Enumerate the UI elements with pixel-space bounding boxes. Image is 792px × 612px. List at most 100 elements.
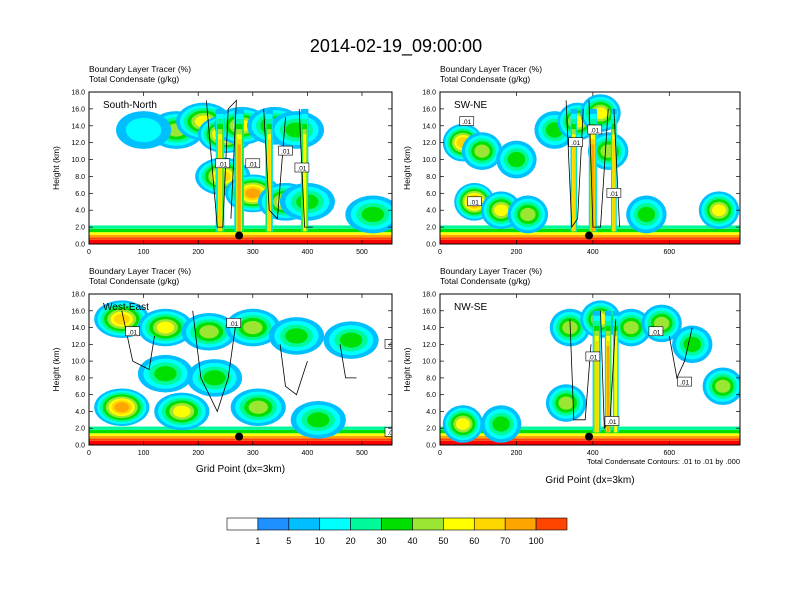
x-tick-label: 300: [247, 450, 259, 457]
y-tick-label: 18.0: [71, 292, 85, 299]
y-tick-label: 8.0: [426, 375, 436, 382]
condensate-contour: [613, 108, 620, 228]
x-tick-label: 400: [302, 249, 314, 256]
y-tick-label: 4.0: [426, 208, 436, 215]
x-tick-label: 300: [247, 249, 259, 256]
colorbar-label: 1: [255, 536, 260, 546]
y-tick-label: 2.0: [75, 225, 85, 232]
convective-column: [572, 139, 576, 232]
tracer-blob: [173, 405, 191, 418]
y-tick-label: 14.0: [422, 325, 436, 332]
x-axis-label: Grid Point (dx=3km): [196, 464, 285, 475]
y-tick-label: 12.0: [422, 140, 436, 147]
tracer-blob: [113, 313, 130, 325]
panels-group: Boundary Layer Tracer (%)Total Condensat…: [51, 64, 741, 486]
boundary-layer-band: [89, 440, 392, 445]
colorbar-label: 5: [286, 536, 291, 546]
y-tick-label: 16.0: [71, 106, 85, 113]
y-tick-label: 12.0: [71, 342, 85, 349]
y-tick-label: 10.0: [71, 359, 85, 366]
x-tick-label: 0: [87, 249, 91, 256]
convective-column: [303, 134, 307, 232]
contour-label: .01: [218, 161, 227, 168]
y-tick-label: 8.0: [75, 174, 85, 181]
contour-label-box: [585, 351, 601, 362]
boundary-layer-band: [440, 440, 740, 445]
x-tick-label: 200: [192, 249, 204, 256]
x-tick-label: 500: [356, 450, 368, 457]
contour-label: .01: [229, 321, 238, 328]
y-tick-label: 6.0: [75, 191, 85, 198]
colorbar: 1 5 10 20 30 40 50 60 70 100: [226, 517, 568, 546]
x-tick-label: 100: [138, 450, 150, 457]
convective-column: [614, 335, 618, 433]
location-marker: [235, 432, 244, 441]
y-tick-label: 0.0: [75, 242, 85, 249]
x-tick-label: 200: [511, 450, 523, 457]
contour-label: .01: [609, 191, 618, 198]
panel-subtitle-condensate: Total Condensate (g/kg): [440, 276, 530, 286]
tracer-blob: [474, 144, 490, 158]
x-tick-label: 400: [587, 450, 599, 457]
boundary-layer-band: [89, 426, 392, 430]
plot-frame: [88, 91, 393, 245]
tracer-blob: [623, 320, 639, 335]
y-tick-label: 14.0: [71, 325, 85, 332]
tracer-blob: [114, 402, 130, 413]
colorbar-swatch: [319, 517, 351, 531]
contour-label-box: [125, 326, 140, 337]
x-tick-label: 400: [302, 450, 314, 457]
figure-title: 2014-02-19_09:00:00: [310, 36, 482, 57]
y-axis-label: Height (km): [51, 146, 61, 190]
plot-area: .01 .01 .01 .01 .01: [440, 92, 740, 244]
condensate-contour: [569, 319, 592, 421]
convective-column: [612, 139, 616, 232]
panel-3: Boundary Layer Tracer (%)Total Condensat…: [402, 266, 741, 486]
tracer-blob: [637, 206, 656, 223]
y-tick-label: 4.0: [75, 208, 85, 215]
panel-label: SW-NE: [454, 100, 487, 111]
x-tick-label: 600: [663, 450, 675, 457]
boundary-layer-band: [89, 239, 392, 244]
tracer-blob: [245, 188, 261, 199]
tracer-blob: [683, 336, 701, 352]
contour-label-box: [677, 376, 692, 387]
contour-label: .01: [470, 199, 479, 206]
colorbar-label: 70: [500, 536, 510, 546]
x-tick-label: 0: [438, 249, 442, 256]
panel-subtitle-tracer: Boundary Layer Tracer (%): [440, 64, 542, 74]
boundary-layer-band: [440, 239, 740, 244]
tracer-blob: [285, 328, 308, 344]
y-tick-label: 16.0: [422, 308, 436, 315]
y-tick-label: 4.0: [426, 409, 436, 416]
contour-label-box: [467, 196, 482, 207]
panel-subtitle-condensate: Total Condensate (g/kg): [440, 74, 530, 84]
contour-label-box: [568, 137, 583, 147]
y-tick-label: 0.0: [426, 443, 436, 450]
contour-label: .01: [248, 161, 257, 168]
colorbar-swatch: [443, 517, 475, 531]
contour-label-box: [226, 318, 241, 328]
contour-label-box: [459, 116, 475, 126]
colorbar-swatch: [226, 517, 259, 531]
convective-column: [595, 340, 599, 433]
x-axis-label: Grid Point (dx=3km): [545, 475, 634, 486]
tracer-blob: [199, 325, 219, 339]
plot-area: .01 .01 .01 .01: [89, 92, 392, 244]
panel-subtitle-tracer: Boundary Layer Tracer (%): [89, 64, 191, 74]
colorbar-swatch: [257, 517, 290, 531]
colorbar-swatch: [473, 517, 506, 531]
contour-label: .01: [281, 149, 290, 156]
contour-label-box: [294, 162, 310, 173]
y-tick-label: 12.0: [71, 140, 85, 147]
condensate-contour: [588, 100, 609, 228]
panel-label: South-North: [103, 100, 157, 111]
x-tick-label: 200: [511, 249, 523, 256]
tracer-blob: [593, 107, 608, 120]
y-axis-label: Height (km): [51, 347, 61, 391]
colorbar-swatch: [535, 517, 568, 531]
y-tick-label: 4.0: [75, 409, 85, 416]
y-axis-label: Height (km): [402, 146, 412, 190]
y-tick-label: 6.0: [75, 392, 85, 399]
